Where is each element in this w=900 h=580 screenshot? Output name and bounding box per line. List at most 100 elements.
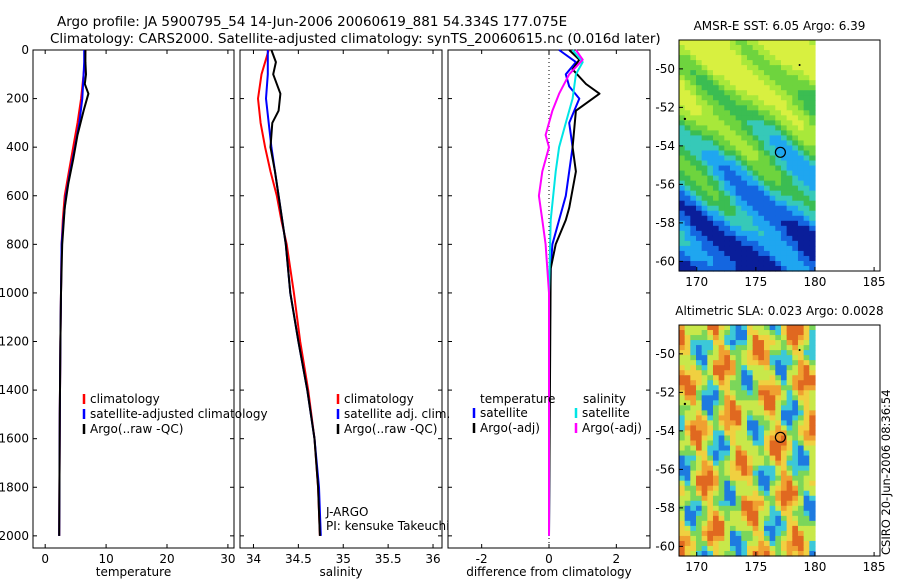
sla_map-cell [741, 520, 748, 527]
sla_map-cell [712, 345, 720, 351]
sla_map-cell [679, 480, 686, 487]
sla_map-cell [690, 360, 697, 366]
sla_map-cell [792, 375, 799, 381]
sst_map-cell [724, 115, 731, 121]
sla_map-cell [803, 415, 810, 422]
sla_map-cell [707, 510, 714, 517]
sla_map-cell [803, 450, 810, 457]
sla_map-cell [775, 510, 782, 517]
sst_map-cell [696, 110, 703, 116]
sla_map-cell [729, 450, 737, 457]
sla_map-cell [746, 395, 754, 401]
sst_map-cell [746, 220, 754, 227]
sst_map-cell [712, 120, 720, 126]
sla_map-cell [780, 470, 788, 477]
sla_map-cell [780, 445, 788, 452]
sst_map-cell [792, 195, 799, 202]
sla_map-cell [746, 375, 754, 381]
sst_map-cell [718, 130, 725, 137]
sst_map-cell [792, 225, 799, 232]
sla_map-cell [797, 520, 805, 527]
sla_map-cell [679, 340, 686, 346]
sst_map-cell [752, 165, 759, 172]
sla_map-cell [758, 395, 765, 401]
sst_map-cell [758, 50, 765, 56]
sla_map-cell [741, 345, 748, 351]
sst_map-cell [797, 75, 805, 81]
sst_map-cell [769, 85, 776, 91]
sla_map-cell [792, 460, 799, 467]
sst_map-cell [752, 225, 759, 232]
sst_map-cell [741, 255, 748, 262]
sla_map-cell [769, 485, 776, 492]
sst_map-cell [763, 225, 771, 232]
sla_map-cell [775, 440, 782, 447]
sla_map-cell [712, 405, 720, 411]
sst_map-cell [724, 205, 731, 212]
sst_map-cell [679, 265, 686, 272]
sst_map-cell [718, 75, 725, 81]
sla_map-cell [769, 515, 776, 522]
sla_map-cell [792, 435, 799, 442]
sla_map-cell [803, 370, 810, 376]
sst_map-cell [696, 60, 703, 66]
sla_map-cell [735, 455, 742, 462]
sst_map-cell [797, 80, 805, 86]
salinity-annotation-pi: PI: kensuke Takeuchi [326, 519, 449, 533]
sst_map-cell [797, 170, 805, 177]
sla_map-cell [746, 330, 754, 336]
sla_map-cell [741, 550, 748, 557]
sst_map-cell [752, 255, 759, 262]
sst_map-cell [729, 75, 737, 81]
sla_map-cell [701, 395, 708, 401]
sla_map-cell [763, 435, 771, 442]
sla_map-cell [684, 520, 691, 527]
sst_map-cell [769, 180, 776, 187]
sla_map-cell [746, 515, 754, 522]
sst_map-cell [746, 265, 754, 272]
sst_map-cell [724, 75, 731, 81]
sla_map-cell [690, 500, 697, 507]
sst_map-cell [769, 175, 776, 182]
sst_map-cell [684, 190, 691, 197]
sst_map-cell [758, 110, 765, 116]
sla_map-cell [775, 475, 782, 482]
sla_map-cell [718, 415, 725, 422]
sla_map-cell [741, 395, 748, 401]
sst_map-cell [780, 195, 788, 202]
sla_map-cell [729, 355, 737, 361]
sla_map-cell [746, 495, 754, 502]
sst_map-cell [712, 110, 720, 116]
sst_map-cell [775, 170, 782, 177]
sst_map-cell [797, 180, 805, 187]
sst_map-cell [679, 155, 686, 162]
sst_map-cell [780, 135, 788, 142]
sla_map-cell [769, 505, 776, 512]
sst_map-cell [752, 135, 759, 142]
sst_map-cell [729, 60, 737, 66]
sla_map-cell [786, 505, 793, 512]
sla_map-cell [769, 520, 776, 527]
difference-series-salinity-argo [537, 49, 584, 536]
sst_map-ytick-label: -56 [655, 177, 675, 191]
sst_map-cell [758, 150, 765, 157]
sla_map-cell [758, 415, 765, 422]
sla_map-cell [758, 380, 765, 386]
sst_map-cell [786, 150, 793, 157]
sla_map-cell [786, 465, 793, 472]
sst_map-cell [769, 90, 776, 96]
sla_map-cell [769, 410, 776, 416]
sst_map-cell [729, 95, 737, 101]
sla_map-cell [696, 475, 703, 482]
sst_map-cell [769, 245, 776, 252]
sst_map-cell [718, 225, 725, 232]
sst_map-cell [707, 230, 714, 237]
sla_map-cell [780, 385, 788, 391]
sla_map-cell [701, 440, 708, 447]
sst_map-cell [701, 160, 708, 167]
sst_map-cell [701, 245, 708, 252]
sst_map-cell [809, 250, 816, 257]
sst_map-cell [718, 215, 725, 222]
sst_map-cell [724, 200, 731, 207]
sst_map-cell [701, 265, 708, 272]
